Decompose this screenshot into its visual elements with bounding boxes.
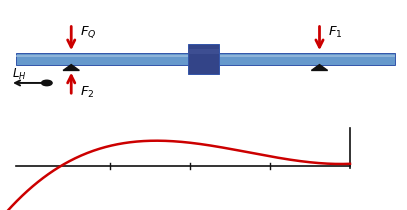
- Text: $F_Q$: $F_Q$: [80, 25, 97, 40]
- Bar: [16, 55, 395, 57]
- Text: $F_2$: $F_2$: [80, 84, 95, 100]
- Bar: [188, 49, 219, 54]
- Polygon shape: [63, 64, 79, 71]
- Circle shape: [42, 80, 52, 86]
- Text: $L_H$: $L_H$: [12, 67, 27, 82]
- Polygon shape: [311, 64, 328, 71]
- Text: $F_1$: $F_1$: [328, 25, 343, 40]
- Bar: [188, 44, 219, 74]
- Bar: [16, 53, 395, 64]
